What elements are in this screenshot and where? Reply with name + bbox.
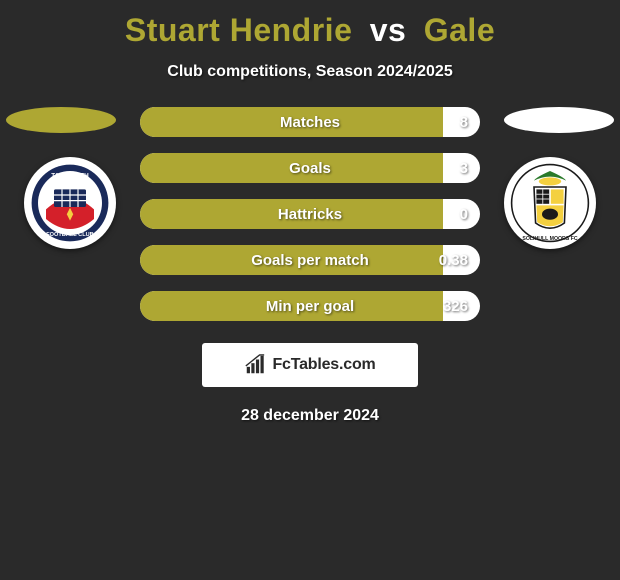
player1-name: Stuart Hendrie [125, 12, 352, 48]
stat-fill-left [140, 291, 443, 321]
solihull-moors-crest-icon: SOLIHULL MOORS FC [510, 163, 590, 243]
subtitle: Club competitions, Season 2024/2025 [0, 63, 620, 81]
brand-text: FcTables.com [272, 356, 375, 374]
bar-chart-icon [244, 354, 266, 376]
page-title: Stuart Hendrie vs Gale [0, 0, 620, 49]
stat-row: Goals per match0.38 [140, 245, 480, 275]
stat-row: Min per goal326 [140, 291, 480, 321]
stat-value-right: 3 [460, 153, 468, 183]
player2-crest: SOLIHULL MOORS FC [504, 157, 596, 249]
player1-ellipse [6, 107, 116, 133]
stat-value-right: 0.38 [439, 245, 468, 275]
player2-name: Gale [424, 12, 495, 48]
stat-row: Goals3 [140, 153, 480, 183]
stat-fill-left [140, 153, 443, 183]
stat-fill-left [140, 107, 443, 137]
stat-value-right: 326 [443, 291, 468, 321]
stat-row: Matches8 [140, 107, 480, 137]
tamworth-crest-icon: TAMWORTH FOOTBALL CLUB [30, 163, 110, 243]
vs-label: vs [370, 12, 407, 48]
svg-text:FOOTBALL CLUB: FOOTBALL CLUB [46, 232, 93, 238]
brand-box: FcTables.com [202, 343, 418, 387]
player2-ellipse [504, 107, 614, 133]
stat-rows: Matches8 Goals3 Hattricks0 Goals per match0… [140, 107, 480, 321]
svg-text:SOLIHULL MOORS FC: SOLIHULL MOORS FC [522, 236, 577, 242]
date-text: 28 december 2024 [0, 407, 620, 425]
stat-row: Hattricks0 [140, 199, 480, 229]
stat-fill-left [140, 199, 443, 229]
comparison-stage: TAMWORTH FOOTBALL CLUB SOLIHULL MOORS FC… [0, 107, 620, 321]
stat-value-right: 0 [460, 199, 468, 229]
stat-fill-left [140, 245, 443, 275]
player1-crest: TAMWORTH FOOTBALL CLUB [24, 157, 116, 249]
svg-text:TAMWORTH: TAMWORTH [51, 172, 89, 179]
stat-value-right: 8 [460, 107, 468, 137]
